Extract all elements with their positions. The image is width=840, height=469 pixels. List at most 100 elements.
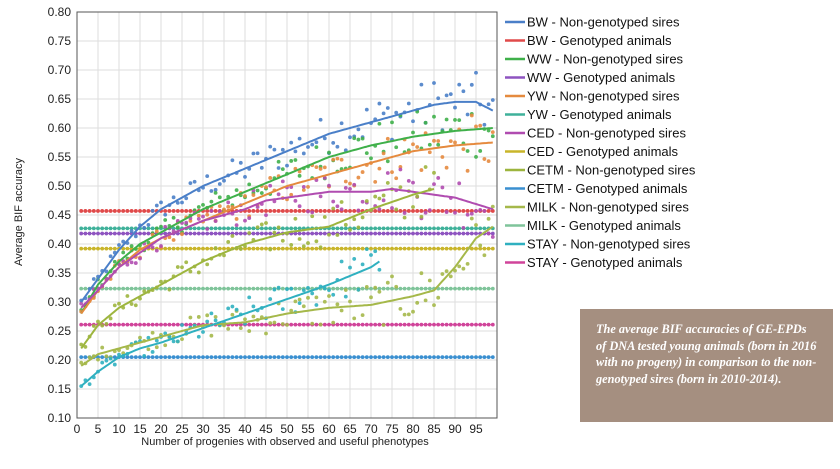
genotyped-point bbox=[381, 355, 386, 359]
genotyped-point bbox=[360, 246, 365, 251]
genotyped-point bbox=[268, 209, 273, 213]
genotyped-point bbox=[175, 322, 180, 327]
scatter-point bbox=[318, 117, 323, 122]
genotyped-point bbox=[474, 355, 478, 359]
genotyped-point bbox=[444, 226, 449, 231]
genotyped-point bbox=[419, 226, 424, 231]
y-tick-label: 0.25 bbox=[48, 324, 72, 338]
genotyped-point bbox=[83, 322, 88, 327]
scatter-point bbox=[108, 356, 113, 361]
scatter-point bbox=[272, 147, 277, 152]
genotyped-point bbox=[394, 231, 399, 236]
genotyped-point bbox=[154, 355, 159, 359]
genotyped-point bbox=[117, 322, 121, 327]
genotyped-point bbox=[461, 231, 466, 236]
x-tick-label: 70 bbox=[364, 422, 378, 436]
genotyped-point bbox=[453, 286, 457, 291]
genotyped-point bbox=[390, 209, 394, 213]
genotyped-point bbox=[364, 355, 369, 359]
scatter-point bbox=[490, 204, 495, 209]
scatter-point bbox=[293, 299, 298, 304]
scatter-point bbox=[276, 159, 281, 164]
genotyped-point bbox=[243, 231, 247, 236]
scatter-point bbox=[373, 285, 378, 290]
scatter-point bbox=[348, 135, 352, 140]
genotyped-point bbox=[280, 226, 285, 231]
scatter-point bbox=[469, 113, 474, 118]
scatter-point bbox=[234, 188, 239, 193]
genotyped-point bbox=[444, 286, 449, 291]
genotyped-point bbox=[348, 209, 352, 213]
x-tick-label: 60 bbox=[322, 422, 336, 436]
genotyped-point bbox=[348, 231, 352, 236]
genotyped-point bbox=[377, 322, 382, 327]
scatter-point bbox=[163, 343, 168, 348]
genotyped-point bbox=[474, 286, 478, 291]
genotyped-point bbox=[457, 322, 462, 327]
scatter-point bbox=[293, 198, 298, 203]
scatter-point bbox=[461, 89, 466, 94]
scatter-point bbox=[213, 187, 218, 192]
scatter-point bbox=[327, 232, 331, 237]
genotyped-point bbox=[348, 246, 352, 251]
genotyped-point bbox=[96, 226, 100, 231]
genotyped-point bbox=[125, 355, 130, 359]
genotyped-point bbox=[234, 226, 239, 231]
scatter-point bbox=[327, 294, 331, 298]
scatter-point bbox=[348, 265, 352, 270]
scatter-point bbox=[427, 150, 432, 155]
genotyped-point bbox=[91, 231, 96, 236]
legend-label: YW - Non-genotyped sires bbox=[527, 89, 680, 104]
scatter-point bbox=[180, 323, 184, 327]
genotyped-point bbox=[415, 286, 420, 291]
scatter-point bbox=[364, 151, 369, 156]
genotyped-point bbox=[87, 322, 92, 327]
genotyped-point bbox=[310, 231, 315, 236]
genotyped-point bbox=[129, 209, 134, 213]
genotyped-point bbox=[360, 286, 365, 291]
genotyped-point bbox=[327, 355, 331, 359]
scatter-point bbox=[112, 259, 117, 264]
genotyped-point bbox=[444, 246, 449, 251]
scatter-point bbox=[175, 339, 180, 344]
scatter-point bbox=[490, 235, 495, 239]
scatter-point bbox=[301, 184, 306, 189]
scatter-point bbox=[247, 216, 252, 220]
scatter-point bbox=[373, 249, 378, 254]
genotyped-point bbox=[142, 322, 147, 327]
scatter-point bbox=[112, 362, 117, 367]
scatter-point bbox=[180, 265, 184, 270]
scatter-point bbox=[184, 220, 189, 225]
scatter-point bbox=[217, 195, 222, 200]
scatter-point bbox=[238, 160, 243, 165]
genotyped-point bbox=[314, 355, 319, 359]
scatter-point bbox=[327, 150, 331, 155]
scatter-point bbox=[448, 139, 453, 144]
genotyped-point bbox=[301, 322, 306, 327]
genotyped-point bbox=[289, 246, 294, 251]
genotyped-point bbox=[112, 355, 117, 359]
scatter-point bbox=[360, 215, 365, 220]
genotyped-point bbox=[238, 231, 243, 236]
scatter-point bbox=[100, 360, 105, 365]
genotyped-point bbox=[293, 209, 298, 213]
scatter-point bbox=[343, 186, 348, 190]
scatter-point bbox=[205, 174, 210, 179]
genotyped-point bbox=[293, 246, 298, 251]
genotyped-point bbox=[373, 355, 378, 359]
scatter-point bbox=[301, 151, 306, 156]
scatter-point bbox=[280, 167, 285, 172]
scatter-point bbox=[234, 217, 239, 221]
genotyped-point bbox=[339, 355, 344, 359]
genotyped-point bbox=[255, 209, 260, 213]
genotyped-point bbox=[251, 322, 256, 327]
genotyped-point bbox=[91, 226, 96, 231]
genotyped-point bbox=[79, 286, 84, 291]
x-tick-label: 95 bbox=[469, 422, 483, 436]
genotyped-point bbox=[100, 226, 105, 231]
genotyped-point bbox=[327, 209, 331, 213]
legend-label: STAY - Non-genotyped sires bbox=[527, 237, 691, 252]
genotyped-point bbox=[234, 286, 239, 291]
genotyped-point bbox=[276, 246, 281, 251]
scatter-point bbox=[117, 243, 121, 247]
